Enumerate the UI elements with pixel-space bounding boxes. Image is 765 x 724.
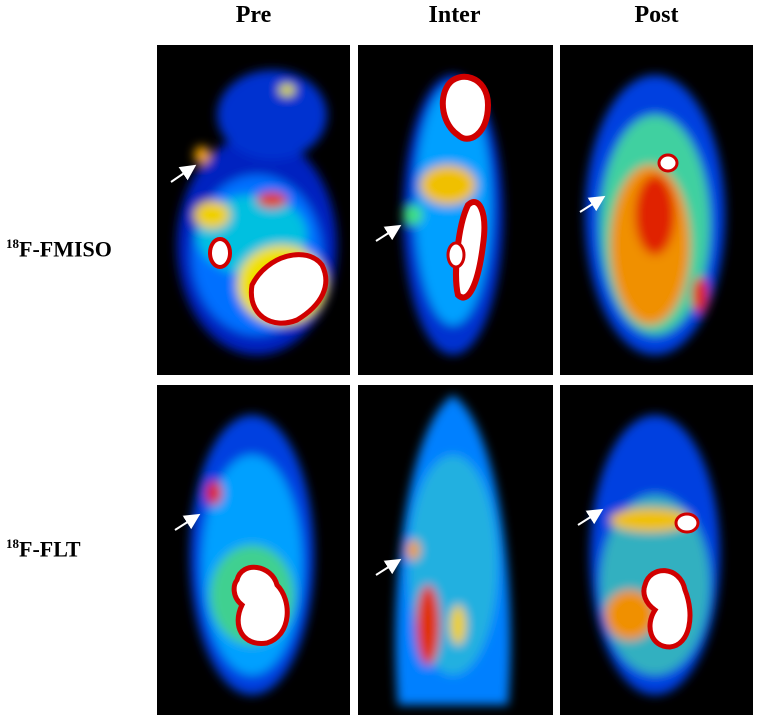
column-header: Inter — [428, 2, 481, 28]
scan-panel — [560, 45, 753, 375]
scan-panel — [157, 45, 350, 375]
scan-panel — [560, 385, 753, 715]
scan-panel — [358, 45, 553, 375]
column-header: Pre — [235, 2, 272, 28]
scan-panel — [358, 385, 553, 715]
isotope: 18 — [6, 536, 19, 551]
column-header: Post — [634, 2, 679, 28]
scan-panel — [157, 385, 350, 715]
row-label: 18F-FMISO — [6, 236, 156, 262]
row-label: 18F-FLT — [6, 536, 156, 562]
isotope: 18 — [6, 236, 19, 251]
tracer: F-FLT — [19, 536, 81, 562]
tracer: F-FMISO — [19, 236, 112, 262]
